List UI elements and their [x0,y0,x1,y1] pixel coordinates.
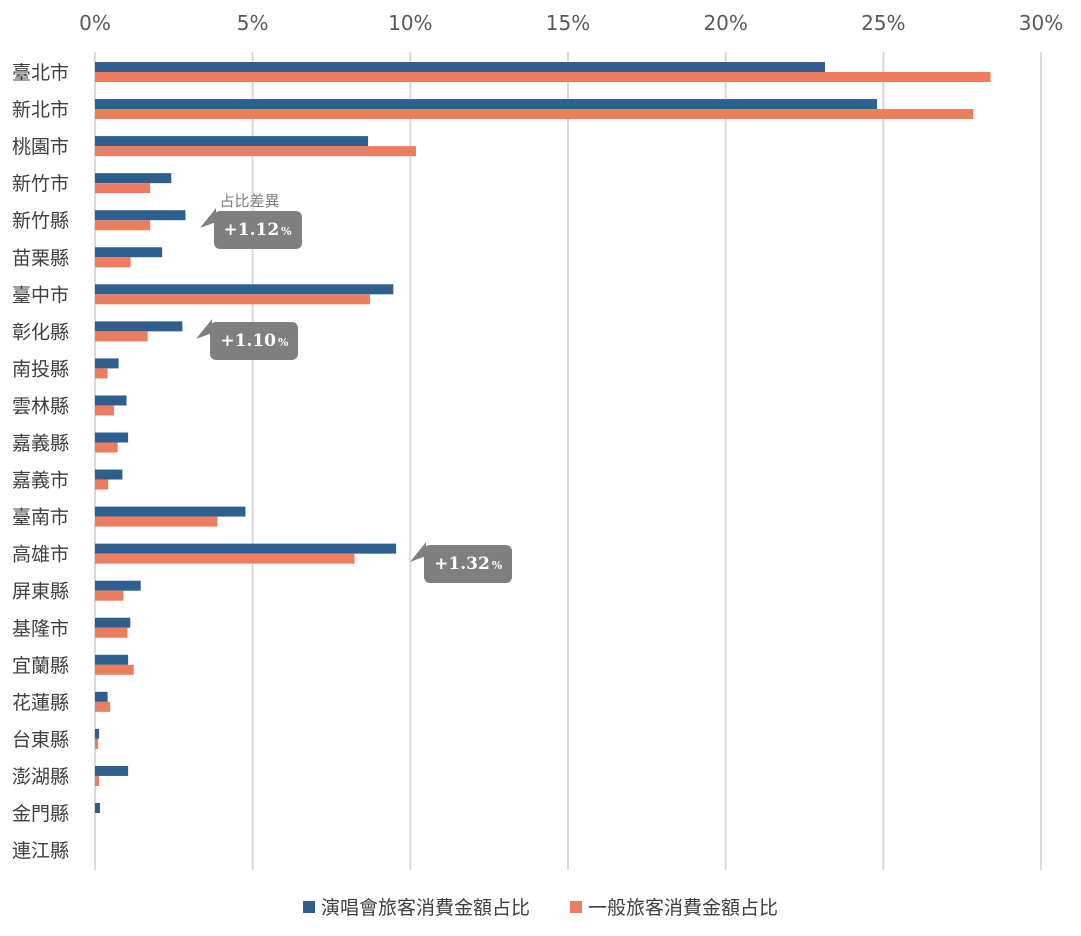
bar-general-16 [95,664,134,675]
category-label: 臺中市 [12,284,69,306]
callout-title: 占比差異 [219,192,280,211]
callout-unit: % [281,225,292,239]
legend-swatch-general [570,900,582,913]
bar-concert-18 [95,728,100,739]
category-labels: 臺北市新北市桃園市新竹市新竹縣苗栗縣臺中市彰化縣南投縣雲林縣嘉義縣嘉義市臺南市高… [12,62,69,862]
bar-general-2 [95,146,417,157]
bar-general-9 [95,405,114,416]
legend-item-concert: 演唱會旅客消費金額占比 [302,893,530,920]
category-label: 連江縣 [12,840,69,862]
bar-general-7 [95,331,148,342]
x-tick-label: 10% [388,11,432,35]
x-tick-label: 5% [237,11,269,35]
category-label: 高雄市 [12,544,69,566]
callout-value: +1.32 [434,553,490,574]
bar-concert-2 [95,136,369,147]
x-tick-label: 15% [546,11,590,35]
bar-concert-12 [95,506,246,517]
bar-concert-15 [95,617,131,628]
bar-general-15 [95,627,128,638]
category-label: 南投縣 [12,358,69,380]
bar-general-0 [95,72,991,82]
category-label: 澎湖縣 [12,766,69,788]
bar-general-3 [95,183,151,194]
bar-concert-11 [95,469,123,480]
callout-2: +1.32% [424,544,513,583]
bar-general-11 [95,479,109,490]
callout-1: +1.10% [210,322,299,361]
x-tick-label: 0% [79,11,111,35]
gridlines [94,52,1042,870]
bar-concert-20 [95,803,101,813]
bar-concert-10 [95,432,129,443]
bar-concert-7 [95,321,183,332]
category-label: 苗栗縣 [12,247,69,269]
bar-general-6 [95,294,370,305]
category-label: 花蓮縣 [12,692,69,714]
category-label: 臺北市 [12,62,69,84]
bar-general-13 [95,553,355,564]
legend-label-concert: 演唱會旅客消費金額占比 [320,897,530,919]
bar-general-17 [95,701,111,712]
bar-general-5 [95,257,131,268]
bar-concert-1 [95,99,878,110]
bars [95,62,991,813]
category-label: 嘉義縣 [12,433,69,455]
bar-concert-19 [95,765,129,776]
callout-value: +1.12 [223,220,280,241]
callout-unit: % [491,558,503,572]
bar-concert-16 [95,654,129,665]
callout-0: +1.12% [213,211,302,250]
bar-general-8 [95,368,108,379]
bar-concert-5 [95,247,163,258]
category-label: 屏東縣 [12,581,69,603]
category-label: 台東縣 [12,729,69,751]
category-label: 宜蘭縣 [12,655,69,677]
bar-general-12 [95,516,218,527]
x-tick-label: 20% [703,11,747,35]
bar-general-19 [95,775,100,786]
category-label: 基隆市 [12,618,69,640]
category-label: 新竹市 [12,173,69,195]
bar-general-4 [95,220,151,231]
legend: 演唱會旅客消費金額占比 一般旅客消費金額占比 [0,893,1081,920]
category-label: 金門縣 [12,803,69,825]
bar-concert-4 [95,210,186,221]
category-label: 嘉義市 [12,470,69,492]
bar-general-14 [95,590,124,601]
bar-general-18 [95,738,99,749]
bar-concert-8 [95,358,119,369]
callout-value: +1.10 [220,331,276,352]
category-label: 桃園市 [12,136,69,158]
x-tick-label: 30% [1019,11,1063,35]
bar-general-1 [95,109,974,120]
legend-label-general: 一般旅客消費金額占比 [588,897,779,919]
bar-concert-9 [95,395,127,406]
category-label: 彰化縣 [12,321,69,343]
bar-concert-13 [95,543,397,554]
x-tick-label: 25% [861,11,905,35]
bar-concert-17 [95,691,108,702]
legend-swatch-concert [302,900,315,913]
category-label: 新北市 [12,99,69,121]
bar-concert-3 [95,173,172,184]
legend-item-general: 一般旅客消費金額占比 [570,893,778,920]
bar-concert-14 [95,580,141,591]
category-label: 雲林縣 [12,395,69,417]
x-axis-ticks: 0% 5% 10% 15% 20% 25% 30% [79,11,1063,35]
bar-concert-6 [95,284,394,295]
category-label: 新竹縣 [12,210,69,232]
bar-concert-0 [95,62,825,72]
bar-general-10 [95,442,118,453]
category-label: 臺南市 [12,507,69,529]
callout-unit: % [278,336,289,350]
